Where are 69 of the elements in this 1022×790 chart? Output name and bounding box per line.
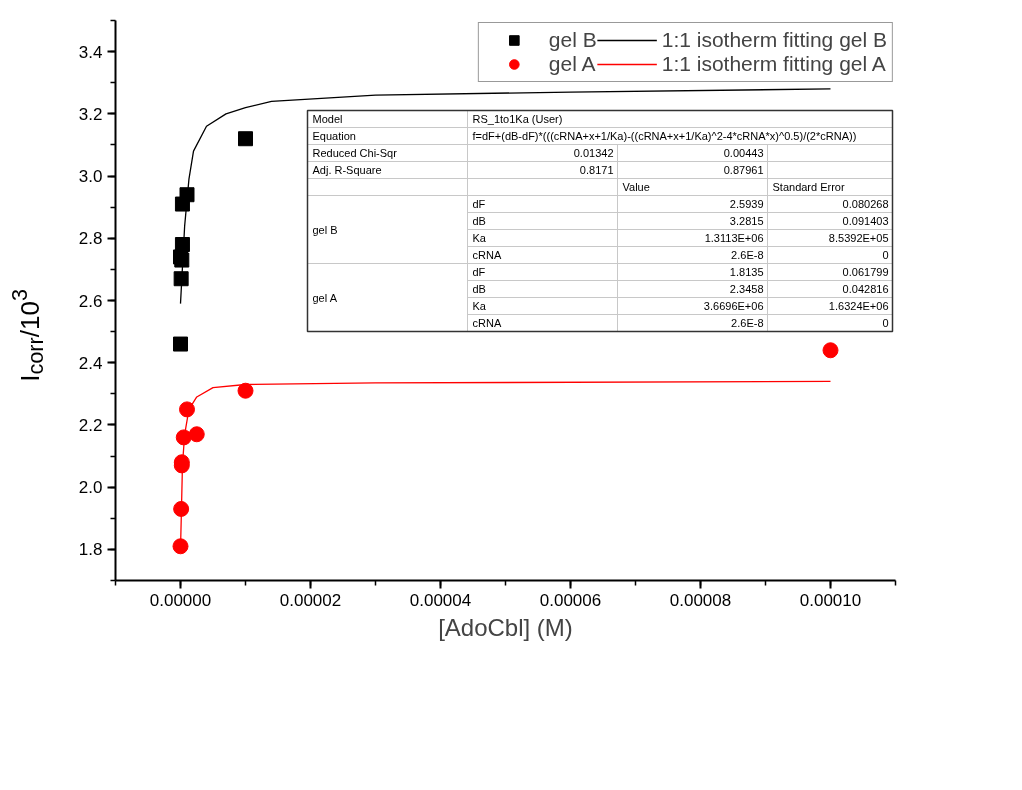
annotation: 2.5939 <box>729 198 764 210</box>
annotation: 2.6E-8 <box>731 249 764 261</box>
annotation: 0 <box>882 317 889 329</box>
annotation: Model <box>312 113 343 125</box>
annotation: 0 <box>882 249 889 261</box>
annotation: RS_1to1Ka (User) <box>472 113 563 125</box>
point <box>174 237 190 252</box>
legend-label: 1:1 isotherm fitting gel B <box>661 28 887 52</box>
annotation: 3.6696E+06 <box>703 300 764 312</box>
annotation: Reduced Chi-Sqr <box>312 147 398 159</box>
annotation: 0.042816 <box>842 283 889 295</box>
annotation: 3.2815 <box>729 215 764 227</box>
y-tick-label: 1.8 <box>78 540 103 560</box>
y-tick-label: 3.4 <box>78 42 103 62</box>
point <box>822 342 839 359</box>
annotation: 0.87961 <box>723 164 764 176</box>
annotation: Ka <box>472 232 487 244</box>
y-tick-label: 2.4 <box>78 353 103 373</box>
point <box>179 187 195 203</box>
point <box>238 131 253 147</box>
annotation: 1.6324E+06 <box>828 300 889 312</box>
point <box>173 500 190 517</box>
annotation: gel B <box>312 223 338 236</box>
point <box>172 538 189 555</box>
annotation: 0.080268 <box>842 198 889 210</box>
annotation: cRNA <box>472 249 502 261</box>
x-tick-label: 0.00010 <box>799 590 862 610</box>
annotation: 0.01342 <box>573 147 614 159</box>
y-tick-label: 2.8 <box>78 229 103 249</box>
y-tick-label: 2.0 <box>78 478 103 498</box>
annotation: Standard Error <box>772 181 845 193</box>
annotation: f=dF+(dB-dF)*(((cRNA+x+1/Ka)-((cRNA+x+1/Ka)^2-4*cRNA*x)^0.5)/(2*cRNA)) <box>472 130 857 142</box>
annotation: Value <box>622 181 650 193</box>
annotation: 8.5392E+05 <box>828 232 889 244</box>
annotation: dF <box>472 266 486 278</box>
annotation: 2.6E-8 <box>731 317 764 329</box>
annotation: gel A <box>312 291 338 304</box>
point <box>237 382 254 399</box>
legend-label: gel A <box>548 52 596 76</box>
annotation: Equation <box>312 130 356 142</box>
annotation: Adj. R-Square <box>312 164 382 176</box>
x-tick-label: 0.00004 <box>409 590 472 610</box>
point <box>179 401 195 418</box>
annotation: 1.3113E+06 <box>704 232 764 244</box>
annotation: 0.061799 <box>842 266 889 278</box>
annotation: dB <box>472 283 486 295</box>
y-tick-label: 2.6 <box>78 291 103 311</box>
annotation: Ka <box>472 300 487 312</box>
x-tick-label: 0.00000 <box>149 590 212 610</box>
x-tick-label: 0.00006 <box>539 590 602 610</box>
annotation: 0.091403 <box>842 215 889 227</box>
annotation: cRNA <box>472 317 502 329</box>
x-tick-label: 0.00008 <box>669 590 732 610</box>
annotation: 1.8135 <box>729 266 764 278</box>
y-tick-label: 3.0 <box>78 167 103 187</box>
annotation: dF <box>472 198 486 210</box>
x-tick-label: 0.00002 <box>279 590 342 610</box>
annotation: 0.00443 <box>723 147 764 159</box>
annotation: dB <box>472 215 486 227</box>
point <box>173 336 188 352</box>
y-tick-label: 3.2 <box>78 104 103 124</box>
x-axis-title: [AdoCbl] (M) <box>438 613 573 641</box>
point <box>188 426 205 443</box>
legend-label: gel B <box>548 28 597 52</box>
annotation: 2.3458 <box>729 283 764 295</box>
legend-label: 1:1 isotherm fitting gel A <box>661 52 886 76</box>
point <box>173 271 189 287</box>
annotation: 0.8171 <box>579 164 614 176</box>
y-tick-label: 2.2 <box>78 415 103 435</box>
